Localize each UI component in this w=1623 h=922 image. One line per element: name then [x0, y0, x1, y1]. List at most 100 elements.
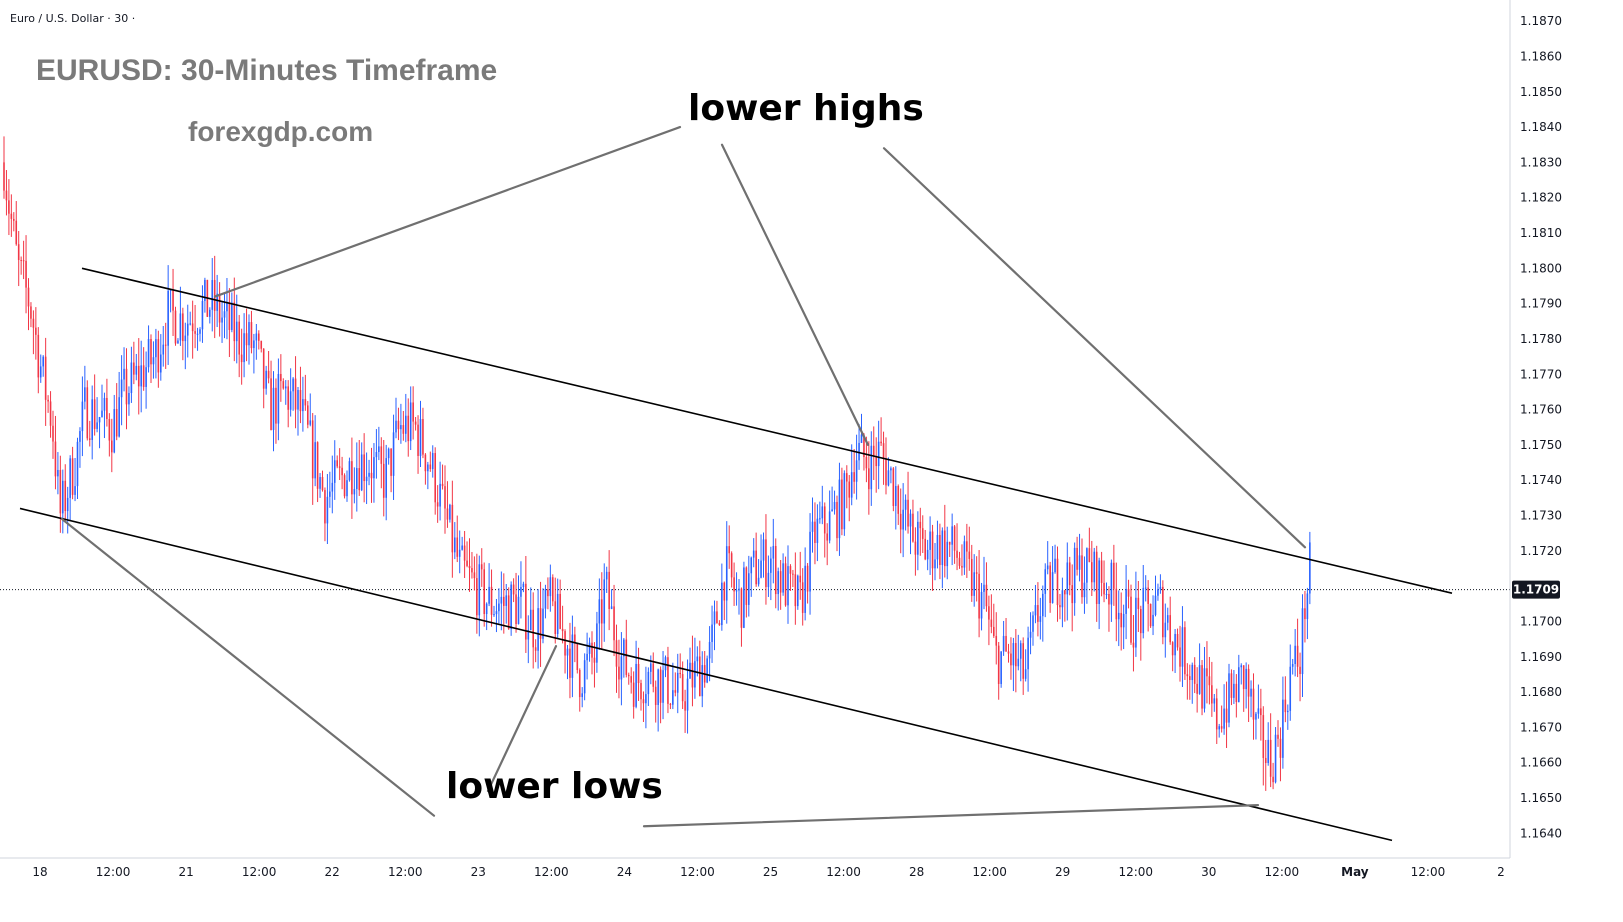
candle-body: [1064, 590, 1066, 595]
price-tick-label: 1.1720: [1520, 544, 1562, 558]
candle-body: [463, 545, 466, 561]
candle-body: [356, 468, 358, 490]
candle-body: [123, 368, 125, 380]
candle-body: [360, 454, 363, 491]
candle-body: [353, 489, 356, 495]
candle-body: [654, 686, 657, 705]
candle-body: [963, 541, 966, 568]
candle-body: [419, 419, 422, 456]
candle-body: [691, 662, 694, 688]
candle-body: [613, 606, 615, 641]
price-tick-label: 1.1680: [1520, 685, 1562, 699]
time-tick-label: 30: [1201, 865, 1216, 879]
candle-body: [721, 582, 723, 626]
candle-body: [657, 669, 659, 705]
candle-body: [686, 678, 689, 711]
price-axis[interactable]: 1.1870 1.1860 1.1850 1.1840 1.1830 1.1820 1.18…: [1509, 0, 1562, 858]
candle-body: [811, 521, 814, 532]
candle-body: [1140, 609, 1142, 634]
candle-body: [576, 643, 579, 671]
current-price-badge: 1.1709: [1512, 580, 1560, 599]
candle-body: [1093, 551, 1096, 583]
candle-body: [115, 409, 118, 437]
time-axis[interactable]: 18 12:00 21 12:00 22 12:00 23 12:00 24 12:00 25 12:…: [0, 857, 1510, 879]
candle-body: [316, 442, 319, 489]
candle-body: [895, 485, 897, 506]
candle-body: [98, 417, 101, 423]
candle-body: [179, 313, 182, 341]
annotation-pointer-line: [720, 143, 870, 446]
lower-channel-line[interactable]: [19, 507, 1393, 842]
candle-body: [1240, 665, 1243, 668]
candle-body: [120, 379, 123, 398]
candle-body: [13, 218, 15, 221]
candle-body: [733, 577, 735, 592]
candle-body: [988, 606, 990, 620]
candle-body: [1223, 708, 1225, 729]
candle-body: [1130, 596, 1132, 643]
candle-body: [140, 365, 142, 387]
candle-body: [1132, 642, 1135, 648]
candle-body: [539, 608, 542, 639]
candle-body: [329, 491, 331, 497]
candle-body: [231, 302, 233, 330]
candle-body: [289, 391, 292, 410]
candle-body: [789, 566, 792, 574]
candle-body: [108, 419, 111, 441]
candle-body: [902, 509, 904, 530]
candle-body: [233, 302, 236, 342]
candle-body: [446, 508, 449, 520]
candle-body: [258, 333, 260, 341]
candle-body: [125, 368, 128, 405]
candle-body: [713, 611, 716, 625]
candle-body: [1191, 664, 1194, 681]
price-tick-label: 1.1780: [1520, 332, 1562, 346]
candle-body: [978, 573, 980, 619]
upper-channel-line[interactable]: [81, 267, 1453, 594]
symbol-label[interactable]: Euro / U.S. Dollar · 30 ·: [10, 12, 135, 25]
candle-body: [113, 409, 116, 453]
candle-body: [103, 397, 106, 411]
time-tick-label: 24: [617, 865, 632, 879]
candle-body: [1159, 586, 1162, 590]
annotation-labels: lower highs lower lows: [446, 88, 924, 807]
plot-area[interactable]: lower highs lower lows: [0, 88, 1510, 842]
candle-body: [250, 322, 253, 349]
candle-body: [919, 521, 922, 529]
candle-body: [1299, 666, 1301, 675]
candle-body: [762, 539, 765, 561]
candle-body: [770, 558, 772, 573]
candle-body: [610, 606, 613, 609]
candle-body: [54, 441, 57, 477]
candle-body: [378, 446, 380, 453]
candle-body: [449, 504, 451, 520]
candle-body: [211, 280, 214, 310]
candle-body: [1272, 776, 1274, 783]
candle-body: [1019, 643, 1022, 659]
candle-body: [1127, 588, 1130, 597]
candle-body: [498, 603, 500, 612]
candle-body: [243, 333, 245, 363]
candle-body: [1034, 605, 1037, 616]
candle-body: [596, 623, 598, 663]
candle-body: [645, 694, 647, 704]
candle-body: [1269, 739, 1272, 777]
candle-body: [1105, 593, 1108, 595]
candle-body: [336, 460, 338, 467]
candle-body: [581, 693, 583, 698]
candle-body: [794, 574, 797, 607]
candle-body: [774, 545, 777, 595]
candle-body: [1088, 548, 1091, 563]
candle-body: [1304, 608, 1306, 620]
candle-body: [569, 648, 571, 678]
candle-body: [843, 473, 846, 530]
candle-body: [1289, 666, 1292, 711]
price-axis-ticks: 1.1870 1.1860 1.1850 1.1840 1.1830 1.1820 1.18…: [1520, 14, 1562, 840]
time-tick-label: 28: [909, 865, 924, 879]
candle-body: [833, 501, 836, 510]
candle-body: [1220, 726, 1223, 729]
price-tick-label: 1.1640: [1520, 826, 1562, 840]
trendline-group[interactable]: [19, 267, 1453, 842]
candle-body: [456, 537, 459, 557]
